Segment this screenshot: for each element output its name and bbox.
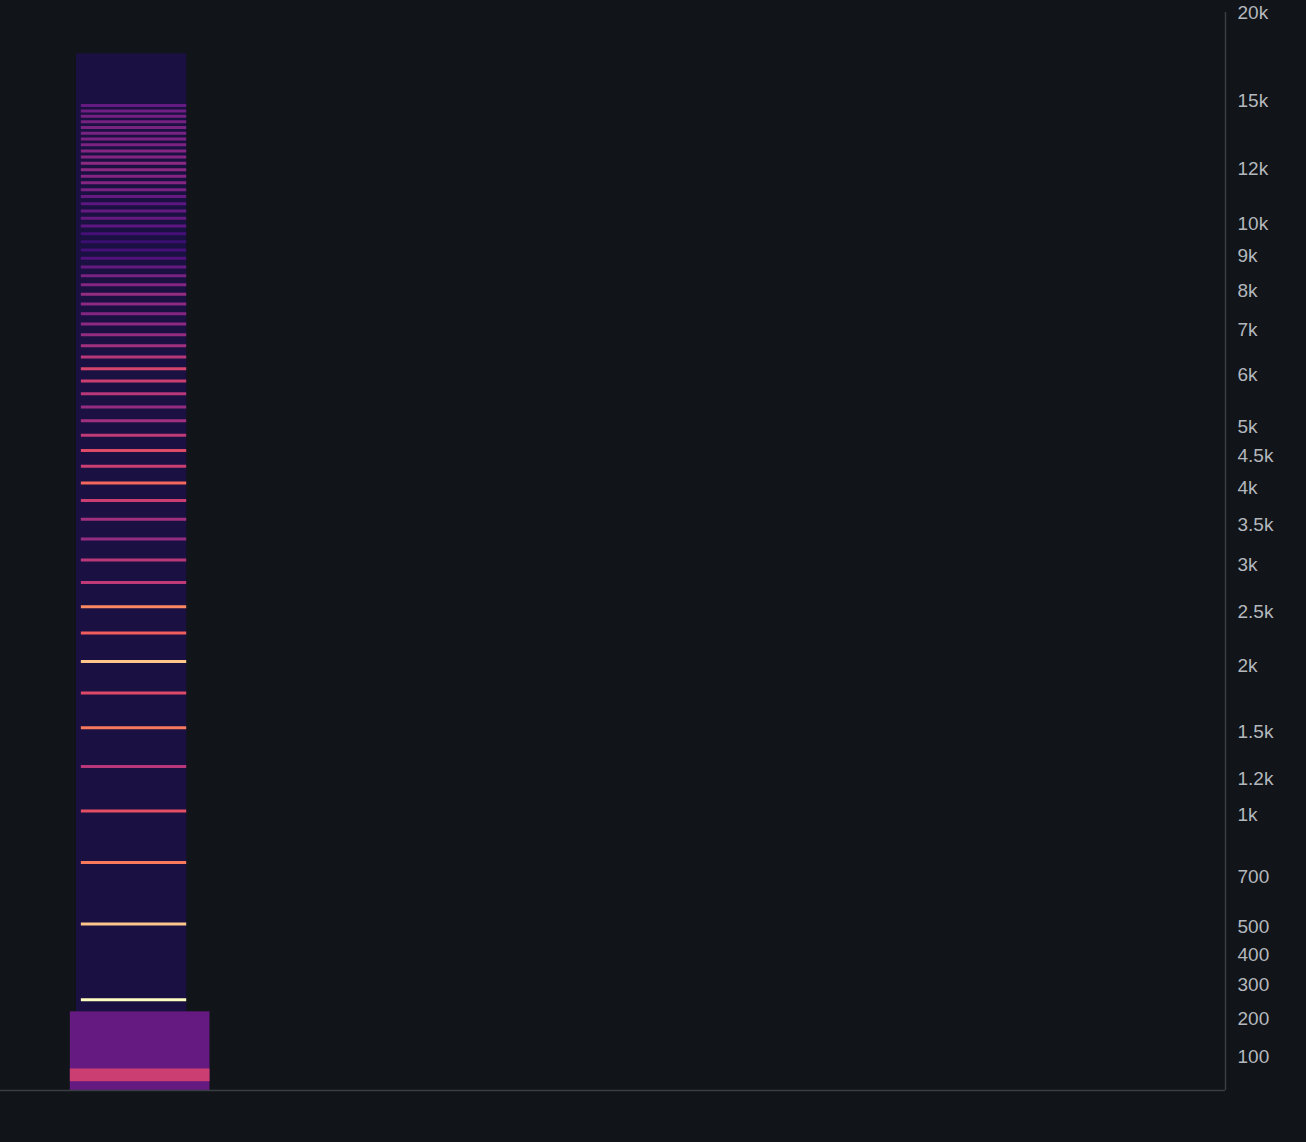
svg-text:400: 400: [1238, 944, 1270, 965]
svg-text:4.5k: 4.5k: [1238, 445, 1274, 466]
svg-text:200: 200: [1238, 1008, 1270, 1029]
svg-text:3k: 3k: [1238, 554, 1259, 575]
svg-text:10k: 10k: [1238, 213, 1269, 234]
svg-text:100: 100: [1238, 1046, 1270, 1067]
svg-text:4k: 4k: [1238, 477, 1259, 498]
svg-text:500: 500: [1238, 916, 1270, 937]
svg-text:6k: 6k: [1238, 364, 1259, 385]
svg-text:700: 700: [1238, 866, 1270, 887]
svg-text:1.2k: 1.2k: [1238, 768, 1274, 789]
svg-text:2k: 2k: [1238, 655, 1259, 676]
svg-text:5k: 5k: [1238, 416, 1259, 437]
svg-text:9k: 9k: [1238, 245, 1259, 266]
svg-text:1.5k: 1.5k: [1238, 721, 1274, 742]
svg-text:2.5k: 2.5k: [1238, 601, 1274, 622]
svg-text:8k: 8k: [1238, 280, 1259, 301]
svg-text:3.5k: 3.5k: [1238, 514, 1274, 535]
svg-text:1k: 1k: [1238, 804, 1259, 825]
svg-text:12k: 12k: [1238, 158, 1269, 179]
svg-text:300: 300: [1238, 974, 1270, 995]
svg-text:15k: 15k: [1238, 90, 1269, 111]
svg-text:7k: 7k: [1238, 319, 1259, 340]
svg-text:20k: 20k: [1238, 2, 1269, 23]
